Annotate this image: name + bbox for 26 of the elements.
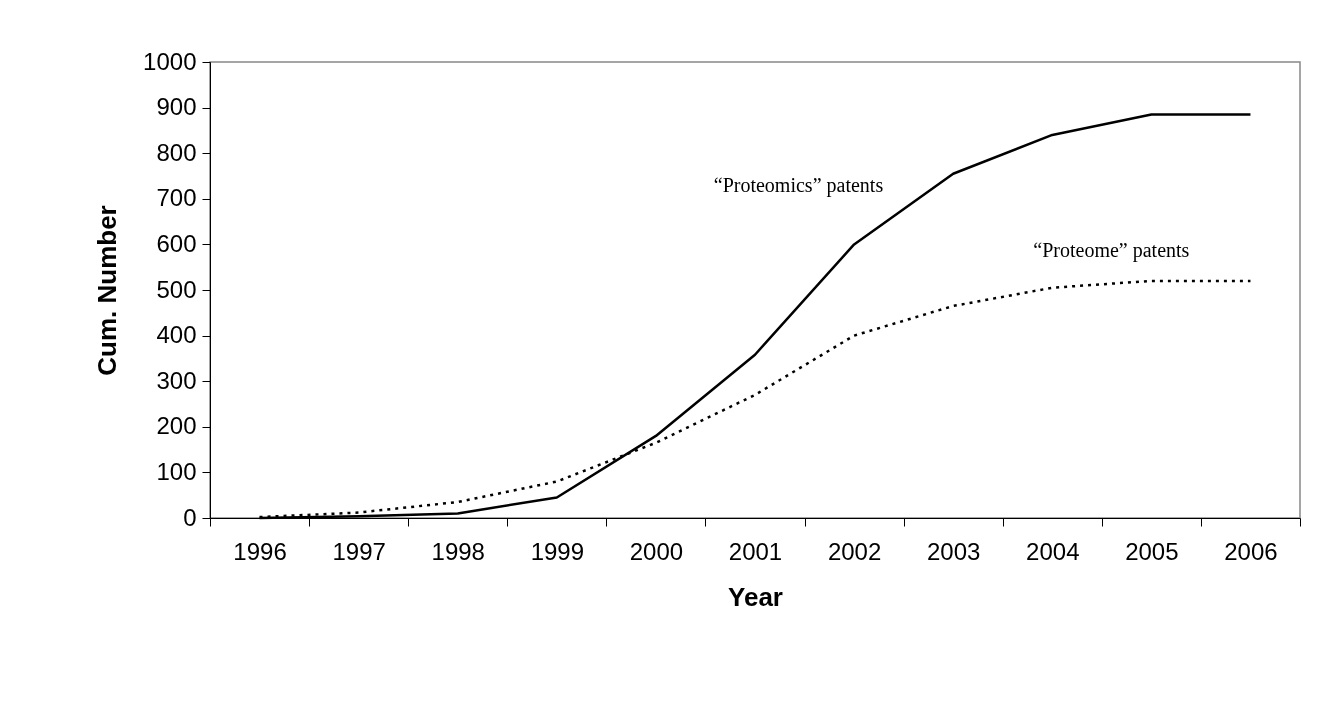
x-tick-label: 2005 [1125, 537, 1179, 565]
x-tick-label: 1999 [530, 537, 585, 565]
y-tick-label: 300 [156, 366, 197, 394]
y-tick-label: 0 [183, 503, 197, 531]
x-tick-label: 2004 [1026, 537, 1080, 565]
series-label: “Proteomics” patents [713, 173, 884, 197]
y-tick-label: 200 [156, 412, 197, 440]
y-tick-label: 700 [156, 184, 197, 212]
y-tick-label: 500 [156, 275, 197, 303]
series-label: “Proteome” patents [1033, 238, 1190, 262]
x-tick-label: 1998 [431, 537, 485, 565]
x-tick-label: 2001 [728, 537, 783, 565]
y-tick-label: 900 [156, 93, 197, 121]
y-tick-label: 800 [156, 138, 197, 166]
x-tick-label: 1996 [233, 537, 287, 565]
x-tick-label: 1997 [332, 537, 386, 565]
x-tick-label: 2000 [629, 537, 684, 565]
y-tick-label: 600 [156, 229, 197, 257]
x-tick-label: 2006 [1224, 537, 1278, 565]
y-tick-label: 400 [156, 321, 197, 349]
y-axis-title: Cum. Number [92, 205, 123, 376]
y-tick-label: 1000 [143, 47, 197, 75]
x-tick-label: 2002 [827, 537, 882, 565]
y-tick-label: 100 [156, 457, 197, 485]
x-axis-title: Year [728, 581, 783, 612]
x-tick-label: 2003 [926, 537, 981, 565]
